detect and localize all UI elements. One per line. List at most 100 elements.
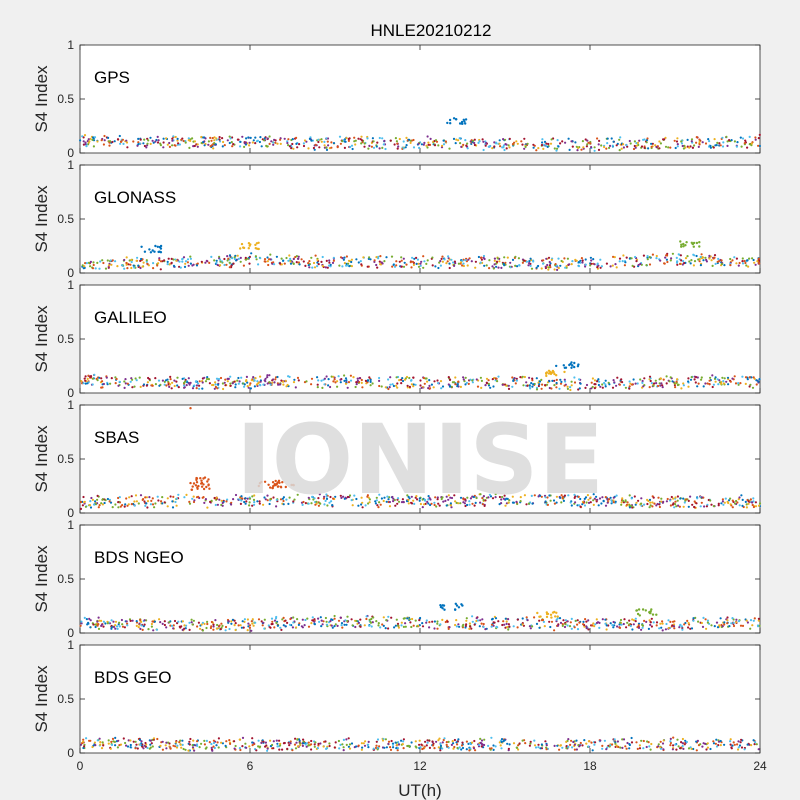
data-point <box>321 264 324 268</box>
data-point <box>88 140 91 143</box>
data-point <box>125 261 128 265</box>
data-point <box>635 609 639 612</box>
data-point <box>169 747 172 750</box>
data-point <box>112 625 116 629</box>
data-point <box>589 142 592 145</box>
data-point <box>302 738 305 741</box>
data-point <box>682 747 685 751</box>
data-point <box>532 383 535 386</box>
data-point <box>361 386 364 389</box>
data-point <box>203 501 206 504</box>
data-point <box>131 619 134 622</box>
data-point <box>226 259 229 262</box>
data-point <box>712 505 716 508</box>
data-point <box>322 620 325 623</box>
data-point <box>188 628 191 632</box>
data-point <box>128 259 131 262</box>
data-point <box>421 622 424 625</box>
data-point <box>248 745 251 748</box>
data-point <box>375 263 378 267</box>
data-point <box>466 503 469 507</box>
data-point <box>631 618 634 621</box>
data-point <box>229 375 232 378</box>
data-point <box>725 380 728 383</box>
data-point <box>551 379 554 382</box>
data-point <box>545 142 548 145</box>
data-point <box>682 147 686 150</box>
data-point <box>469 378 472 381</box>
data-point <box>361 506 364 509</box>
data-point <box>347 737 350 740</box>
data-point <box>675 505 678 508</box>
data-point <box>401 377 404 380</box>
data-point <box>128 496 131 499</box>
data-point <box>314 741 317 744</box>
data-point <box>393 626 396 629</box>
data-point <box>469 747 472 750</box>
data-point <box>615 744 618 747</box>
data-point <box>467 382 470 385</box>
data-point <box>202 141 205 144</box>
data-point <box>342 258 345 261</box>
data-point <box>378 745 381 748</box>
data-point <box>590 146 593 149</box>
data-point <box>455 619 458 622</box>
data-point <box>494 496 497 499</box>
panel-plot-area <box>79 404 761 514</box>
data-point <box>239 256 242 259</box>
data-point <box>244 256 247 259</box>
data-point <box>498 495 501 499</box>
data-point <box>189 737 192 741</box>
data-point <box>630 736 633 740</box>
data-point <box>263 260 266 263</box>
data-point <box>727 501 730 505</box>
data-point <box>506 626 509 629</box>
data-point <box>364 379 367 382</box>
data-point <box>662 748 665 751</box>
data-point <box>212 745 215 748</box>
data-point <box>280 257 283 260</box>
data-point <box>84 375 87 378</box>
data-point <box>464 259 467 262</box>
data-point <box>350 260 353 264</box>
data-point <box>555 495 559 498</box>
data-point <box>142 383 146 386</box>
data-point <box>428 739 431 742</box>
data-point <box>234 622 237 625</box>
data-point <box>652 384 655 387</box>
data-point <box>360 263 363 266</box>
data-point <box>214 381 217 384</box>
data-point <box>640 502 643 505</box>
data-point <box>91 498 94 501</box>
data-point <box>656 502 659 506</box>
data-point <box>79 507 83 510</box>
data-point <box>654 144 657 147</box>
data-point <box>268 381 271 384</box>
data-point <box>150 622 153 626</box>
data-point <box>503 264 506 267</box>
data-point <box>608 144 612 147</box>
data-point <box>509 261 512 264</box>
data-point <box>134 494 138 497</box>
data-point <box>740 746 744 749</box>
data-point <box>533 494 536 497</box>
data-point <box>678 626 681 629</box>
data-point <box>624 386 628 389</box>
data-point <box>757 144 760 147</box>
data-point <box>492 624 495 627</box>
data-point <box>491 497 495 500</box>
data-point <box>154 377 157 380</box>
data-point <box>696 739 700 743</box>
data-point <box>582 623 585 626</box>
data-point <box>202 483 205 486</box>
data-point <box>347 745 350 748</box>
data-point <box>499 744 502 747</box>
data-point <box>106 622 109 625</box>
data-point <box>558 748 561 751</box>
data-point <box>625 503 629 506</box>
data-point <box>754 138 757 141</box>
data-point <box>89 619 92 622</box>
data-point <box>212 147 215 150</box>
data-point <box>423 503 426 506</box>
